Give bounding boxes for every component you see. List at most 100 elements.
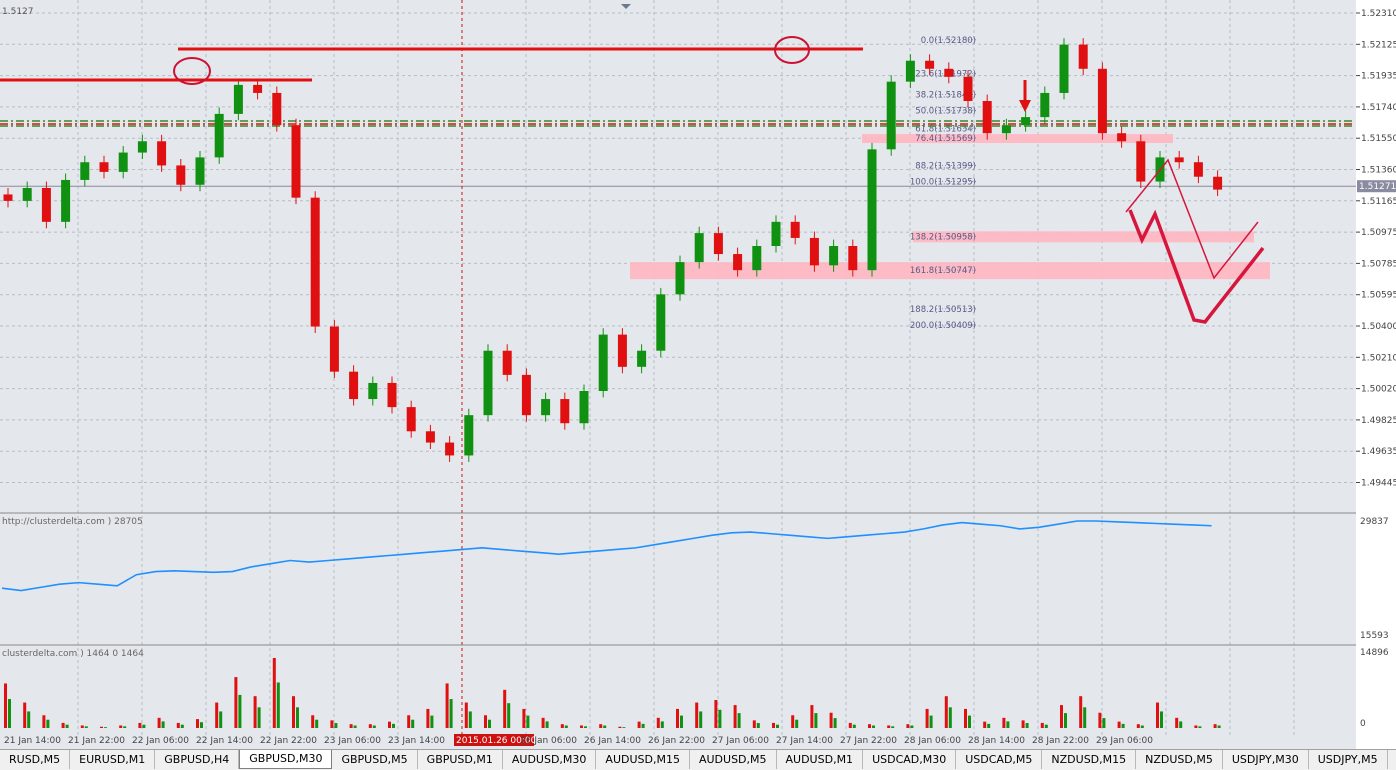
price-tick-label: 1.51165 <box>1361 197 1396 207</box>
chart-tab[interactable]: AUDUSD,M5 <box>690 750 777 769</box>
volume-bar <box>1179 721 1183 728</box>
volume-bar <box>676 708 679 728</box>
time-axis-label: 22 Jan 14:00 <box>196 736 253 746</box>
volume-bar <box>637 721 641 728</box>
price-chart[interactable]: 1.52310 1.52125 1.51935 1.51740 1.51550 1.513… <box>0 0 1396 749</box>
volume-bar <box>1136 724 1140 728</box>
volume-bar <box>84 726 88 728</box>
volume-bar <box>426 708 430 728</box>
bearish-candle <box>1097 68 1107 134</box>
volume-bar <box>772 722 775 728</box>
chart-tab[interactable]: EURUSD,M1 <box>70 750 156 769</box>
chart-tab[interactable]: GBPUSD,M30 <box>239 750 333 769</box>
chart-tab[interactable]: USDCAD,M5 <box>956 750 1043 769</box>
volume-bar <box>541 717 545 728</box>
price-tick-label: 1.51360 <box>1361 166 1396 176</box>
volume-bar <box>622 727 626 728</box>
volume-bar <box>119 725 123 728</box>
scroll-marker-icon[interactable] <box>621 4 631 9</box>
fib-level-label: 100.0(1.51295) <box>910 178 976 188</box>
chart-tab[interactable]: GBPUSD,M1 <box>418 750 503 769</box>
fib-level-label: 138.2(1.50958) <box>910 232 976 242</box>
fib-level-label: 61.8(1.51634) <box>915 124 976 134</box>
volume-bar <box>176 722 180 728</box>
bullish-candle <box>637 350 647 367</box>
volume-bar <box>100 726 103 728</box>
chart-tab[interactable]: USDJPY,M30 <box>1223 750 1309 769</box>
fib-level-label: 0.0(1.52180) <box>921 36 976 46</box>
chart-tab[interactable]: AUDUSD,M15 <box>596 750 690 769</box>
resistance-zone <box>862 134 1173 144</box>
volume-bar <box>868 724 871 728</box>
price-tick-label: 1.51740 <box>1361 103 1396 113</box>
volume-bar <box>560 724 564 728</box>
time-axis-label: 29 Jan 06:00 <box>1096 736 1153 746</box>
chart-tab[interactable]: AUDUSD,M30 <box>503 750 597 769</box>
volume-bar <box>603 725 607 728</box>
bullish-candle <box>752 246 762 271</box>
volume-bar <box>311 715 315 728</box>
volume-bar <box>564 725 568 728</box>
volume-bar <box>580 725 583 728</box>
volume-bar <box>4 683 7 728</box>
bullish-candle <box>483 350 493 416</box>
volume-bar <box>1064 713 1067 728</box>
volume-bar <box>388 721 391 728</box>
volume-bar <box>372 725 376 728</box>
fib-level-label: 38.2(1.51843) <box>915 91 976 101</box>
volume-bar <box>445 683 449 728</box>
volume-bar <box>464 702 468 728</box>
volume-bar <box>795 719 799 728</box>
bullish-candle <box>1040 92 1050 118</box>
volume-bar <box>65 724 69 728</box>
time-axis-label: 21 Jan 14:00 <box>4 736 61 746</box>
volume-bar <box>1156 702 1159 728</box>
chart-tab[interactable]: USDCAD,M30 <box>863 750 957 769</box>
bullish-candle <box>195 157 205 185</box>
volume-bar <box>330 720 334 728</box>
time-axis-label: 2015.01.26 00:00 <box>456 736 537 746</box>
volume-bar <box>392 723 395 728</box>
chart-tab[interactable]: USDJPY,M5 <box>1309 750 1388 769</box>
chart-tab[interactable]: GBPUSD,H4 <box>155 750 240 769</box>
price-tick-label: 1.50020 <box>1361 385 1396 395</box>
grid: 1.52310 1.52125 1.51935 1.51740 1.51550 1.513… <box>0 0 1396 735</box>
volume-bar <box>142 724 146 728</box>
volume-bar <box>733 705 737 728</box>
bullish-candle <box>368 382 378 400</box>
volume-bar <box>27 711 31 728</box>
bearish-candle <box>310 197 320 327</box>
volume-axis-top: 14896 <box>1360 648 1389 658</box>
volume-bar <box>23 702 27 728</box>
chart-tab[interactable]: RUSD,M5 <box>0 750 71 769</box>
volume-bar <box>253 696 257 728</box>
volume-bar <box>238 694 242 728</box>
bearish-candle <box>349 371 359 400</box>
chart-tab[interactable]: GBPUSD,M5 <box>332 750 418 769</box>
bearish-candle <box>387 382 397 408</box>
price-tick-label: 1.52125 <box>1361 40 1396 50</box>
bullish-candle <box>829 246 839 266</box>
chart-marks: 0.0(1.52180)23.6(1.51972)38.2(1.51843)50… <box>0 0 1396 746</box>
volume-bar <box>1083 707 1087 728</box>
bullish-candle <box>598 334 608 391</box>
volume-bar <box>1213 724 1217 728</box>
fib-level-label: 161.8(1.50747) <box>910 266 976 276</box>
volume-bar <box>852 724 856 728</box>
bearish-candle <box>982 101 992 134</box>
bearish-candle <box>1136 141 1146 182</box>
bullish-candle <box>1001 125 1011 134</box>
chart-tab[interactable]: NZDUSD,M15 <box>1042 750 1137 769</box>
chart-tab[interactable]: _DXY,H1 <box>1388 750 1396 769</box>
bearish-candle <box>406 407 416 432</box>
chart-tab[interactable]: NZDUSD,M5 <box>1136 750 1223 769</box>
chart-tab[interactable]: AUDUSD,M1 <box>777 750 864 769</box>
projection-path <box>1125 158 1259 280</box>
volume-bar <box>449 699 453 728</box>
bearish-candle <box>925 60 935 69</box>
volume-bar <box>1079 696 1083 728</box>
bearish-candle <box>963 76 973 101</box>
volume-bar <box>215 702 219 728</box>
bearish-candle <box>291 125 301 198</box>
bullish-candle <box>675 262 685 295</box>
